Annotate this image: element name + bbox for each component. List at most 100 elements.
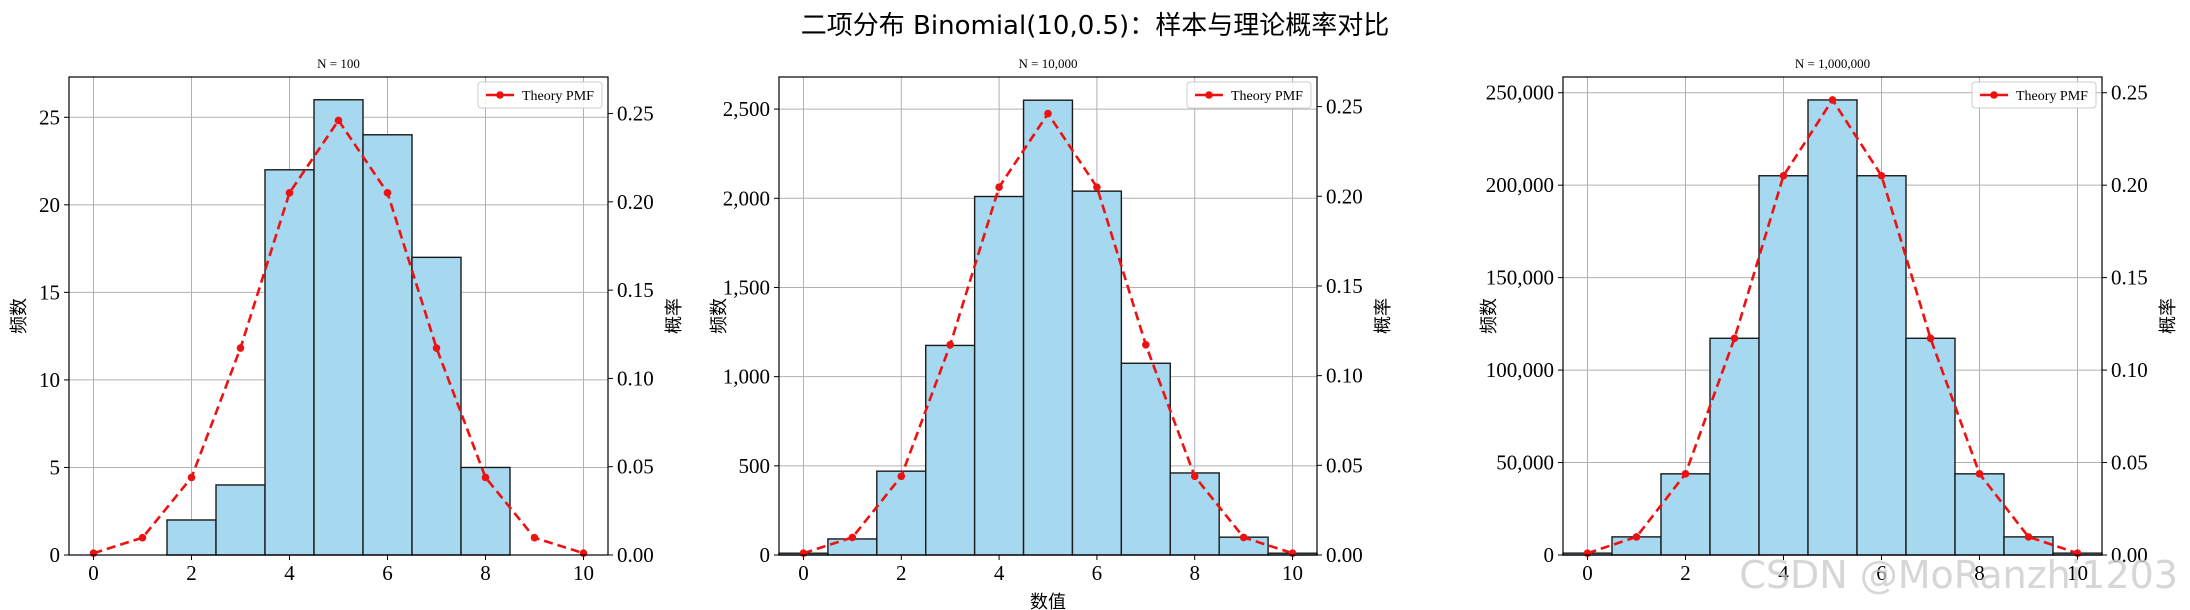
y2-tick-label: 0.25: [617, 102, 654, 126]
bar: [925, 344, 976, 556]
legend-marker-swatch: [1205, 91, 1213, 99]
y2-tick-label: 0.00: [617, 543, 654, 567]
bar: [1856, 175, 1907, 556]
legend-marker-swatch: [496, 91, 504, 99]
x-tick-label: 6: [1876, 561, 1887, 585]
y-tick-label: 10: [39, 368, 60, 392]
x-tick-label: 6: [382, 561, 393, 585]
bar: [1905, 337, 1956, 556]
y2-tick-label: 0.05: [2111, 451, 2148, 475]
x-tick-label: 10: [1282, 561, 1303, 585]
pmf-point: [432, 344, 441, 352]
x-tick-label: 2: [186, 561, 197, 585]
y2-tick-label: 0.15: [2111, 266, 2148, 290]
y2-tick-label: 0.10: [2111, 358, 2148, 382]
y-tick-label: 250,000: [1486, 81, 1554, 105]
x-axis-label: 数值: [1030, 592, 1066, 610]
bar: [1022, 99, 1074, 556]
pmf-point: [897, 472, 906, 481]
subplot-3: 0 2 4 6 8 10 0 50,000 100,000 150,000 200,000 250,0…: [1479, 56, 2179, 585]
y-tick-label: 2,000: [723, 186, 770, 210]
legend-box: [1186, 81, 1312, 109]
pmf-point: [1093, 183, 1101, 191]
subplot-title: N = 1,000,000: [1795, 56, 1870, 71]
subplot-title: N = 10,000: [1019, 56, 1078, 71]
bar: [827, 538, 878, 556]
axes-frame: [68, 76, 609, 556]
y2-tick-label: 0.20: [1326, 184, 1363, 208]
x-tick-label: 8: [480, 561, 491, 585]
x-tick-label: 4: [284, 561, 295, 585]
y2-tick-label: 0.05: [1326, 453, 1363, 477]
pmf-point: [138, 533, 147, 542]
x-tick-label: 10: [2067, 561, 2088, 585]
x-tick-label: 6: [1092, 561, 1103, 585]
y2-axis-label: 概率: [664, 298, 685, 334]
bar: [973, 195, 1025, 556]
pmf-point: [530, 533, 539, 542]
bar: [1954, 473, 2005, 556]
pmf-point: [1142, 340, 1150, 349]
pmf-point: [285, 189, 294, 197]
y-tick-label: 200,000: [1486, 173, 1554, 197]
bar: [1169, 472, 1220, 556]
y2-tick-label: 0.05: [617, 455, 654, 479]
x-tick-label: 0: [1582, 561, 1593, 585]
pmf-point: [848, 533, 857, 542]
y2-tick-label: 0.00: [2111, 543, 2148, 567]
pmf-point: [995, 183, 1003, 191]
legend-box: [1971, 81, 2097, 109]
pmf-point: [1681, 470, 1690, 478]
y-tick-label: 20: [39, 193, 60, 217]
x-tick-label: 10: [573, 561, 594, 585]
legend-label: Theory PMF: [1231, 89, 1303, 104]
bar: [362, 134, 413, 556]
pmf-point: [383, 189, 392, 197]
bar: [1120, 362, 1171, 556]
y-tick-label: 2,500: [723, 97, 770, 121]
pmf-point: [946, 340, 954, 349]
x-tick-label: 8: [1974, 561, 1985, 585]
y2-tick-label: 0.15: [617, 278, 654, 302]
y-tick-label: 100,000: [1486, 358, 1554, 382]
subplot-2: 0 2 4 6 8 10 0 500 1,000 1,500 2,000 2,500 0.00 0.05 0…: [709, 56, 1394, 610]
legend-label: Theory PMF: [522, 89, 594, 104]
pmf-point: [1877, 171, 1886, 180]
y2-tick-label: 0.00: [1326, 543, 1363, 567]
y-tick-label: 0: [1544, 543, 1555, 567]
pmf-point: [2024, 533, 2033, 541]
subplot-title: N = 100: [317, 56, 360, 71]
y-tick-label: 25: [39, 105, 60, 129]
y-tick-label: 50,000: [1496, 451, 1554, 475]
x-tick-label: 4: [994, 561, 1005, 585]
y2-tick-label: 0.25: [2111, 81, 2148, 105]
subplot-1: 0 2 4 6 8 10 0 5 10 15 20 25 0.00 0.05 0.10 0.15 0.20 0.2…: [9, 56, 685, 585]
pmf-point: [1730, 334, 1739, 343]
y-tick-label: 5: [50, 455, 61, 479]
axes-frame: [778, 76, 1318, 556]
y-tick-label: 0: [760, 543, 771, 567]
x-tick-label: 4: [1778, 561, 1789, 585]
y-axis-label: 频数: [9, 298, 30, 334]
y2-axis-label: 概率: [1373, 298, 1394, 334]
pmf-point: [334, 116, 343, 125]
y2-tick-label: 0.20: [2111, 173, 2148, 197]
y-tick-label: 0: [50, 543, 61, 567]
y-tick-label: 500: [739, 454, 771, 478]
bar: [215, 484, 266, 556]
y-tick-label: 150,000: [1486, 266, 1554, 290]
y2-tick-label: 0.20: [617, 190, 654, 214]
x-tick-label: 2: [1680, 561, 1691, 585]
axes-frame: [1562, 76, 2103, 556]
x-tick-label: 0: [798, 561, 809, 585]
pmf-point: [1926, 334, 1935, 343]
pmf-line: [93, 118, 584, 555]
bar: [264, 169, 315, 556]
x-tick-label: 2: [896, 561, 907, 585]
legend-label: Theory PMF: [2016, 89, 2088, 104]
subplots: 0 2 4 6 8 1005101520250.000.050.100.150.200.2…: [9, 56, 2179, 610]
legend-box: [477, 81, 603, 109]
y2-tick-label: 0.15: [1326, 274, 1363, 298]
y2-axis-label: 概率: [2158, 298, 2179, 334]
